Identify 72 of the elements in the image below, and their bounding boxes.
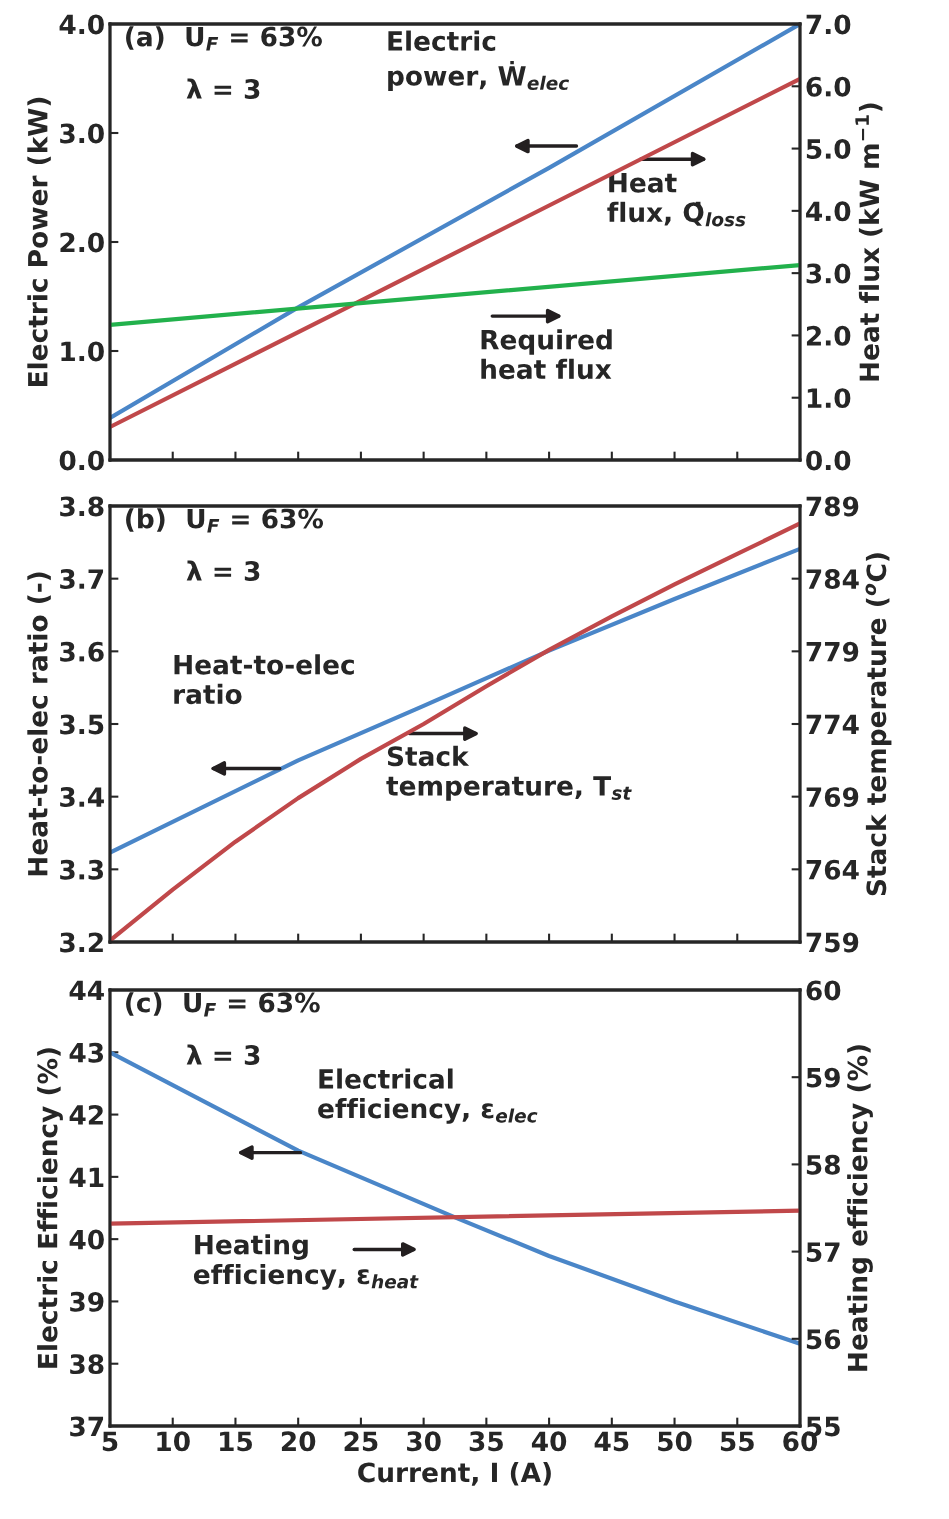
- y2-tick-label: 784: [806, 569, 859, 590]
- y-tick-label: 3.3: [60, 859, 104, 880]
- y-tick-label: 3.5: [60, 714, 104, 735]
- y2-tick-label: 759: [806, 932, 859, 953]
- x-tick-label: 15: [220, 1431, 252, 1452]
- y-tick-label: 37: [70, 1416, 104, 1437]
- y-tick-label: 4.0: [59, 14, 104, 35]
- y2-tick-label: 764: [806, 859, 859, 880]
- x-axis-title: Current, I (A): [358, 1461, 551, 1486]
- x-tick-label: 35: [469, 1431, 503, 1452]
- y2-axis-title: Stack temperature ($^{o}$C): [865, 553, 892, 896]
- series-label: Heat flux, Q̇$_{loss}$: [607, 173, 746, 227]
- y-tick-label: 3.7: [60, 569, 104, 590]
- x-tick-label: 45: [594, 1431, 629, 1452]
- y2-tick-label: 60: [806, 980, 841, 1001]
- y-tick-label: 3.4: [60, 787, 104, 808]
- annotation: (c) U$_{F}$ = 63%: [126, 992, 320, 1017]
- y2-tick-label: 2.0: [806, 325, 851, 346]
- y2-tick-label: 7.0: [806, 14, 851, 35]
- x-tick-label: 5: [102, 1431, 118, 1452]
- y2-tick-label: 779: [806, 641, 859, 662]
- y2-tick-label: 0.0: [806, 450, 851, 471]
- y-tick-label: 3.2: [60, 932, 103, 953]
- x-tick-label: 50: [658, 1431, 692, 1452]
- y-tick-label: 42: [69, 1105, 103, 1125]
- y2-axis-title: Heat flux (kW m$^{−1}$): [855, 103, 883, 381]
- x-tick-label: 40: [531, 1431, 567, 1452]
- y2-tick-label: 57: [806, 1242, 840, 1262]
- series-label: Stack temperature, T$_{st}$: [386, 745, 632, 801]
- x-tick-label: 20: [281, 1431, 316, 1452]
- y-tick-label: 2.0: [60, 232, 104, 253]
- y-tick-label: 3.6: [60, 641, 104, 662]
- y-tick-label: 0.0: [59, 450, 104, 471]
- y2-tick-label: 4.0: [806, 201, 851, 222]
- y2-tick-label: 6.0: [806, 76, 851, 97]
- y-axis-title: Electric Power (kW): [27, 97, 51, 386]
- y2-tick-label: 56: [806, 1329, 841, 1350]
- y2-tick-label: 774: [806, 714, 859, 735]
- y2-tick-label: 769: [806, 787, 859, 808]
- x-tick-label: 55: [720, 1431, 754, 1452]
- series-label: Heat-to-elec ratio: [174, 654, 354, 705]
- text: Electric power, Ẇ$_{elec}$: [388, 30, 569, 91]
- y2-tick-label: 1.0: [807, 388, 851, 409]
- y-tick-label: 38: [70, 1354, 104, 1375]
- annotation: λ = 3: [186, 78, 260, 99]
- annotation: λ = 3: [186, 560, 260, 581]
- x-tick-label: 25: [344, 1431, 378, 1452]
- y-tick-label: 1.0: [61, 341, 104, 362]
- series-label: Heating efficiency, ε$_{heat}$: [193, 1234, 419, 1290]
- y-tick-label: 43: [69, 1042, 104, 1063]
- y2-tick-label: 59: [806, 1067, 840, 1088]
- y-axis-title: Electric Efficiency (%): [37, 1048, 63, 1368]
- y-tick-label: 40: [69, 1229, 104, 1250]
- y-tick-label: 41: [69, 1167, 104, 1187]
- annotation: λ = 3: [186, 1044, 260, 1065]
- y-tick-label: 3.0: [60, 123, 104, 144]
- line-series: [110, 546, 800, 855]
- annotation: (b) U$_{F}$ = 63%: [126, 508, 324, 533]
- y2-axis-title: Heating efficiency (%): [847, 1045, 873, 1371]
- series-label: Required heat flux: [481, 329, 612, 380]
- y2-tick-label: 789: [806, 496, 859, 517]
- x-tick-label: 30: [407, 1431, 441, 1452]
- annotation: (a) U$_{F}$ = 63%: [126, 26, 322, 51]
- y2-tick-label: 5.0: [806, 139, 851, 159]
- series-label: Electrical efficiency, ε$_{elec}$: [318, 1068, 538, 1124]
- y-axis-title: Heat-to-elec ratio (-): [27, 572, 51, 876]
- y2-tick-label: 58: [806, 1154, 840, 1175]
- y-tick-label: 3.8: [60, 496, 104, 517]
- y2-tick-label: 3.0: [806, 263, 851, 284]
- y-tick-label: 39: [70, 1291, 104, 1312]
- y-tick-label: 44: [69, 980, 104, 1001]
- x-tick-label: 10: [157, 1431, 190, 1452]
